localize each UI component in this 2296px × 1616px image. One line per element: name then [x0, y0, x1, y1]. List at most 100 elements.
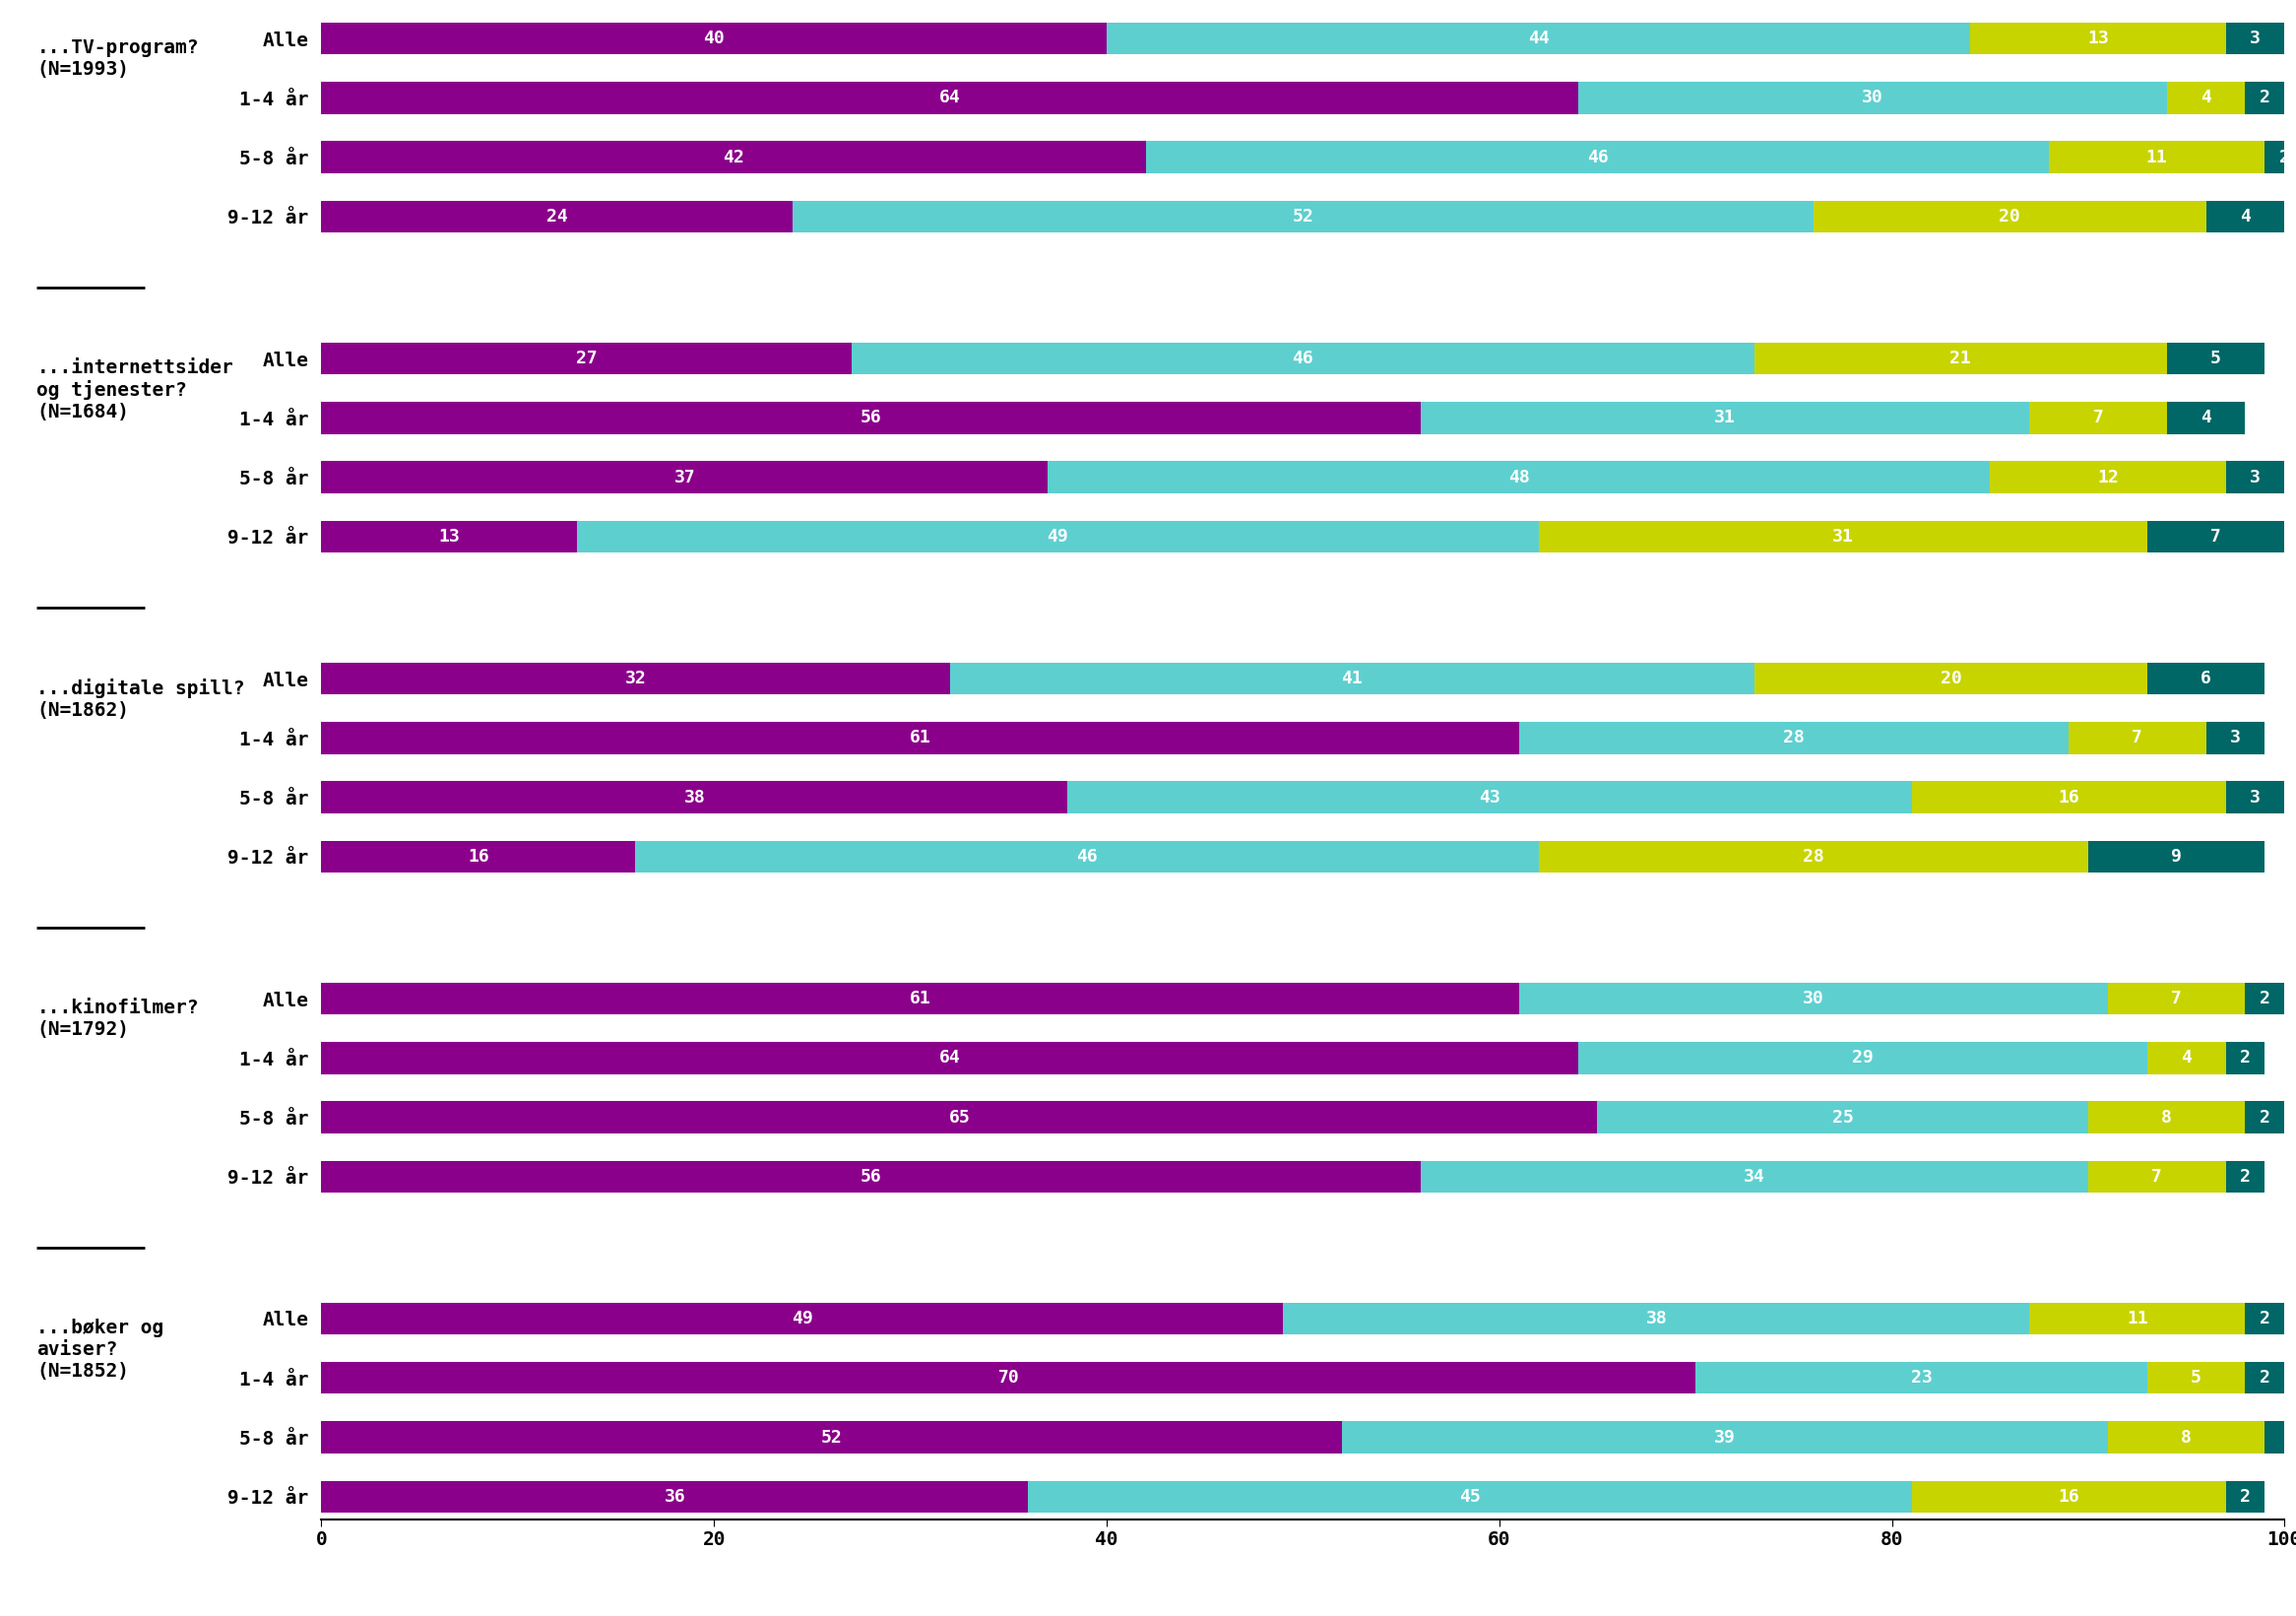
- Text: 2: 2: [2241, 1049, 2250, 1067]
- Text: 65: 65: [948, 1109, 971, 1126]
- Text: 45: 45: [1460, 1488, 1481, 1506]
- Text: 4: 4: [2181, 1049, 2193, 1067]
- Bar: [2245, 1100, 2285, 1133]
- Bar: [321, 663, 951, 695]
- Bar: [2089, 1160, 2225, 1193]
- Text: 7: 7: [2133, 729, 2142, 747]
- Text: 49: 49: [1047, 528, 1068, 546]
- Text: 8: 8: [2161, 1109, 2172, 1126]
- Text: 2: 2: [2259, 1109, 2271, 1126]
- Bar: [852, 343, 1754, 375]
- Bar: [321, 1422, 1343, 1453]
- Bar: [2206, 722, 2264, 755]
- Text: 38: 38: [684, 789, 705, 806]
- Text: 61: 61: [909, 729, 930, 747]
- Text: 23: 23: [1910, 1369, 1931, 1387]
- Text: 3: 3: [2250, 29, 2262, 47]
- Bar: [2108, 983, 2245, 1015]
- Bar: [2245, 1302, 2285, 1335]
- Bar: [321, 402, 1421, 435]
- Text: 24: 24: [546, 208, 567, 226]
- Text: 46: 46: [1077, 848, 1097, 866]
- Bar: [576, 520, 1538, 553]
- Bar: [1577, 1042, 2147, 1075]
- Bar: [321, 983, 1520, 1015]
- Bar: [1754, 663, 2147, 695]
- Bar: [2167, 402, 2245, 435]
- Bar: [2147, 520, 2285, 553]
- Text: 4: 4: [2200, 89, 2211, 107]
- Text: 21: 21: [1949, 349, 1972, 367]
- Text: 8: 8: [2181, 1429, 2193, 1446]
- Text: 25: 25: [1832, 1109, 1853, 1126]
- Bar: [321, 520, 576, 553]
- Bar: [2030, 1302, 2245, 1335]
- Text: 4: 4: [2241, 208, 2250, 226]
- Bar: [1913, 781, 2225, 813]
- Bar: [2225, 1160, 2264, 1193]
- Bar: [2167, 82, 2245, 113]
- Bar: [2264, 1422, 2285, 1453]
- Bar: [2089, 840, 2264, 873]
- Text: ...digitale spill?
(N=1862): ...digitale spill? (N=1862): [37, 679, 246, 719]
- Bar: [1970, 23, 2225, 55]
- Text: 40: 40: [703, 29, 726, 47]
- Text: 31: 31: [1832, 528, 1853, 546]
- Text: 20: 20: [1940, 669, 1961, 687]
- Text: 31: 31: [1715, 409, 1736, 427]
- Bar: [1520, 983, 2108, 1015]
- Text: 30: 30: [1802, 989, 1823, 1007]
- Text: 56: 56: [861, 409, 882, 427]
- Bar: [2147, 1362, 2245, 1395]
- Bar: [951, 663, 1754, 695]
- Text: 7: 7: [2172, 989, 2181, 1007]
- Bar: [321, 1362, 1694, 1395]
- Bar: [2147, 1042, 2225, 1075]
- Bar: [636, 840, 1538, 873]
- Bar: [1538, 840, 2089, 873]
- Text: 9: 9: [2172, 848, 2181, 866]
- Text: 3: 3: [2229, 729, 2241, 747]
- Text: 70: 70: [999, 1369, 1019, 1387]
- Bar: [2108, 1422, 2264, 1453]
- Bar: [1694, 1362, 2147, 1395]
- Bar: [2264, 141, 2296, 173]
- Bar: [321, 1160, 1421, 1193]
- Text: 49: 49: [792, 1309, 813, 1327]
- Text: 12: 12: [2096, 469, 2119, 486]
- Text: 39: 39: [1715, 1429, 1736, 1446]
- Text: ...internettsider
og tjenester?
(N=1684): ...internettsider og tjenester? (N=1684): [37, 359, 234, 422]
- Bar: [2030, 402, 2167, 435]
- Bar: [1068, 781, 1913, 813]
- Bar: [792, 200, 1814, 233]
- Bar: [1146, 141, 2048, 173]
- Text: 46: 46: [1587, 149, 1607, 166]
- Bar: [2225, 781, 2285, 813]
- Bar: [1814, 200, 2206, 233]
- Bar: [321, 343, 852, 375]
- Text: 16: 16: [2057, 1488, 2080, 1506]
- Bar: [2245, 82, 2285, 113]
- Bar: [2069, 722, 2206, 755]
- Text: 6: 6: [2200, 669, 2211, 687]
- Text: 2: 2: [2259, 89, 2271, 107]
- Bar: [1754, 343, 2167, 375]
- Bar: [321, 82, 1577, 113]
- Text: 36: 36: [664, 1488, 687, 1506]
- Bar: [321, 1302, 1283, 1335]
- Bar: [321, 200, 792, 233]
- Bar: [321, 1100, 1598, 1133]
- Text: 7: 7: [2151, 1168, 2163, 1186]
- Bar: [1343, 1422, 2108, 1453]
- Text: ...TV-program?
(N=1993): ...TV-program? (N=1993): [37, 39, 200, 79]
- Text: 2: 2: [2259, 1309, 2271, 1327]
- Bar: [2167, 343, 2264, 375]
- Text: 28: 28: [1784, 729, 1805, 747]
- Text: 3: 3: [2250, 469, 2262, 486]
- Bar: [1913, 1480, 2225, 1513]
- Bar: [2245, 983, 2285, 1015]
- Text: 7: 7: [2211, 528, 2220, 546]
- Text: 28: 28: [1802, 848, 1823, 866]
- Text: 30: 30: [1862, 89, 1883, 107]
- Text: 27: 27: [576, 349, 597, 367]
